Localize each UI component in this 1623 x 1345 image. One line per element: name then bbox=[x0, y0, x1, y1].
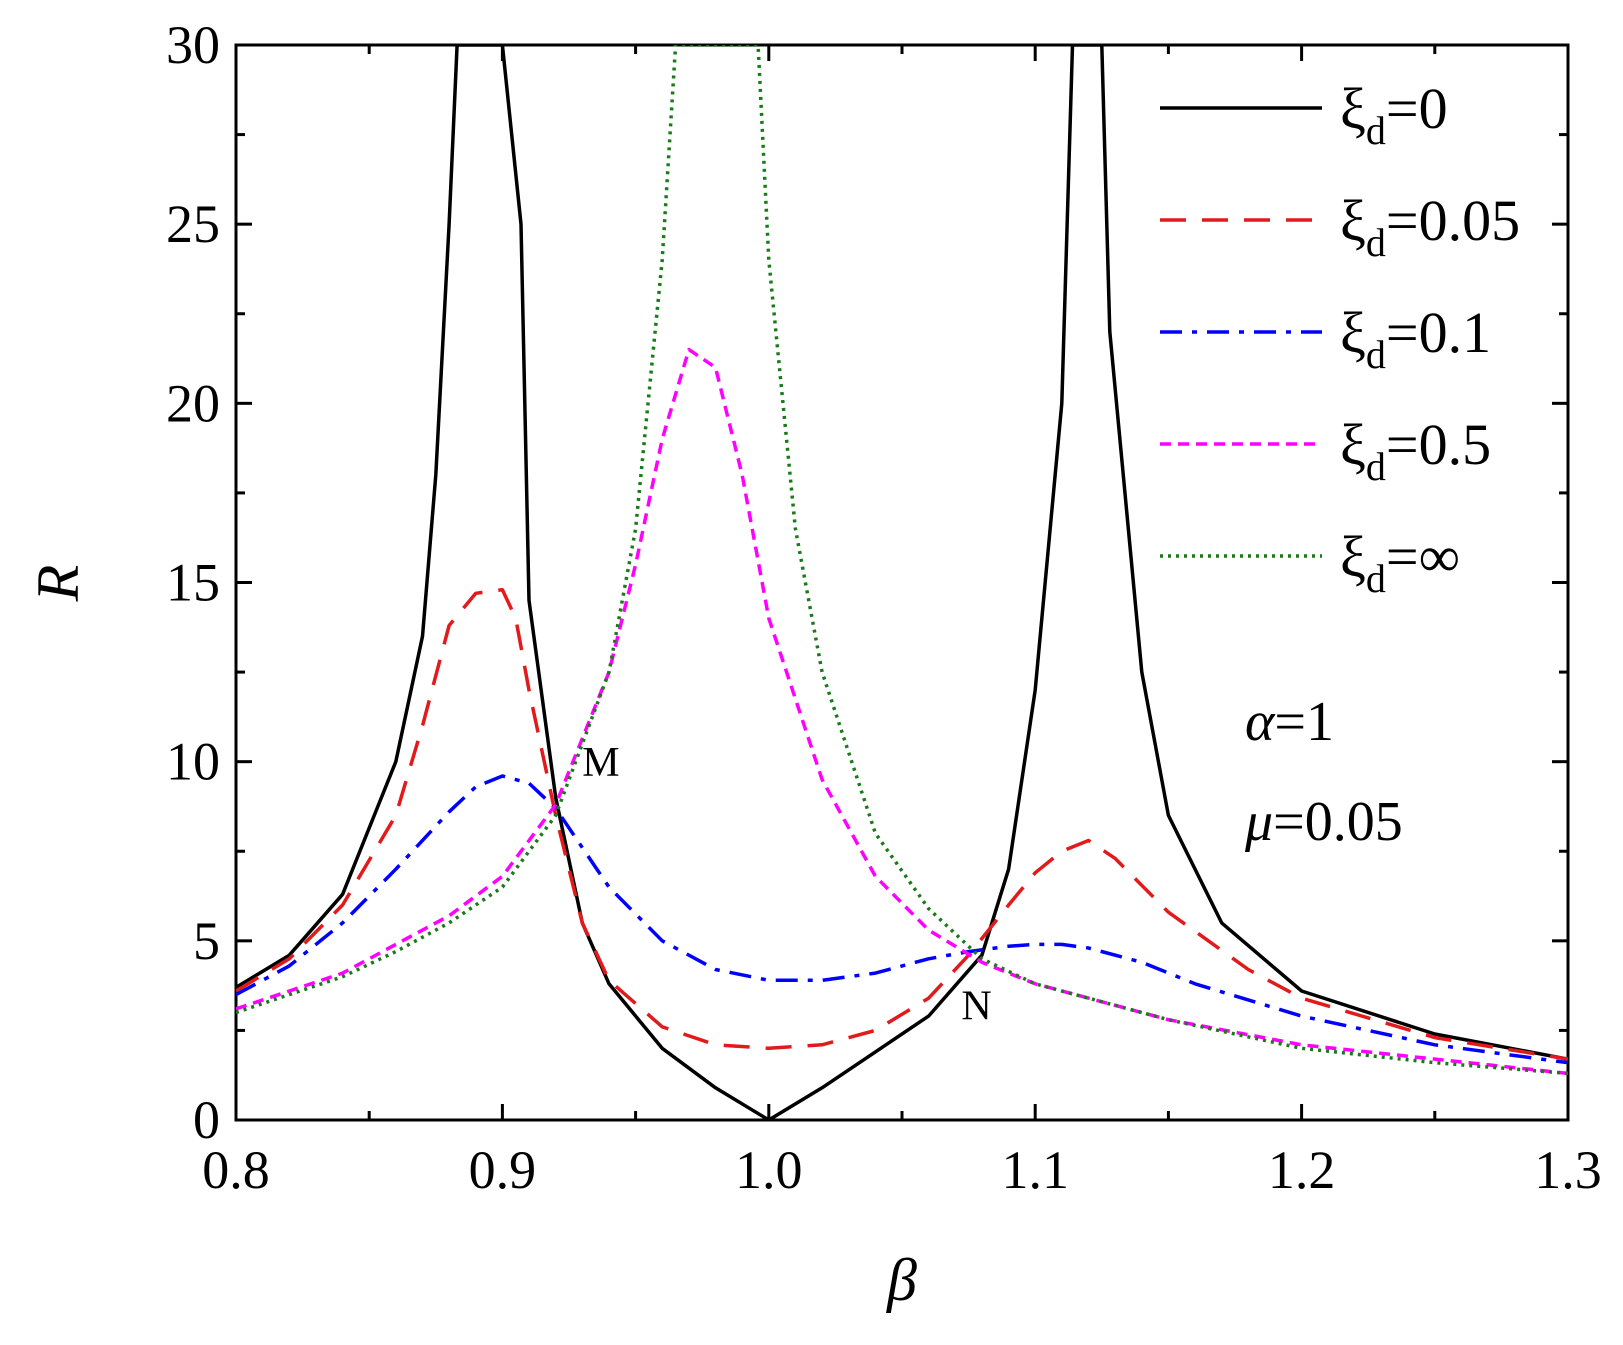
legend-label-0: ξd=0 bbox=[1340, 76, 1448, 153]
legend-value: =∞ bbox=[1386, 524, 1460, 589]
series-line-1 bbox=[236, 587, 1568, 1061]
axis-ticks bbox=[234, 43, 1570, 1122]
series-line-3 bbox=[236, 347, 1568, 1076]
legend-value: =0 bbox=[1386, 76, 1448, 141]
alpha-symbol: α bbox=[1245, 691, 1276, 753]
y-tick-label: 25 bbox=[166, 194, 220, 254]
series-line-2 bbox=[236, 774, 1568, 1065]
mu-parameter: μ=0.05 bbox=[1244, 791, 1403, 853]
y-tick-label: 30 bbox=[166, 15, 220, 75]
mu-symbol: μ bbox=[1244, 791, 1273, 853]
legend-symbol: ξ bbox=[1340, 412, 1366, 477]
y-tick-label: 10 bbox=[166, 732, 220, 792]
y-tick-label: 20 bbox=[166, 373, 220, 433]
legend-label-4: ξd=∞ bbox=[1340, 524, 1460, 601]
x-tick-label: 1.1 bbox=[1001, 1140, 1069, 1200]
alpha-parameter: α=1 bbox=[1245, 691, 1334, 753]
point-annotations: MN bbox=[582, 740, 991, 1030]
x-tick-label: 1.2 bbox=[1268, 1140, 1336, 1200]
y-tick-labels: 0 5 10 15 20 25 30 bbox=[166, 15, 220, 1150]
x-tick-labels: 0.8 0.9 1.0 1.1 1.2 1.3 bbox=[202, 1140, 1602, 1200]
point-label-m: M bbox=[582, 740, 619, 786]
series-layer bbox=[236, 45, 1568, 1120]
point-label-n: N bbox=[961, 984, 991, 1030]
legend-value: =0.05 bbox=[1386, 188, 1520, 253]
mu-value: =0.05 bbox=[1273, 791, 1403, 853]
x-tick-label: 1.0 bbox=[735, 1140, 803, 1200]
y-axis-label: R bbox=[25, 565, 91, 603]
legend-symbol: ξ bbox=[1340, 188, 1366, 253]
y-tick-label: 0 bbox=[193, 1090, 220, 1150]
legend-symbol: ξ bbox=[1340, 524, 1366, 589]
legend-subscript: d bbox=[1366, 556, 1386, 601]
legend-label-3: ξd=0.5 bbox=[1340, 412, 1491, 489]
x-tick-label: 1.3 bbox=[1534, 1140, 1602, 1200]
series-line-4 bbox=[236, 45, 1568, 1076]
legend-label-2: ξd=0.1 bbox=[1340, 300, 1491, 377]
legend-subscript: d bbox=[1366, 108, 1386, 153]
legend-value: =0.1 bbox=[1386, 300, 1491, 365]
x-axis-label: β bbox=[886, 1247, 917, 1313]
parameter-text: α=1 μ=0.05 bbox=[1244, 691, 1403, 853]
x-tick-label: 0.9 bbox=[469, 1140, 537, 1200]
series-line-0 bbox=[236, 45, 1568, 1120]
legend-subscript: d bbox=[1366, 444, 1386, 489]
legend-subscript: d bbox=[1366, 332, 1386, 377]
legend-label-1: ξd=0.05 bbox=[1340, 188, 1520, 265]
x-tick-label: 0.8 bbox=[202, 1140, 270, 1200]
legend-symbol: ξ bbox=[1340, 76, 1366, 141]
legend-symbol: ξ bbox=[1340, 300, 1366, 365]
legend-subscript: d bbox=[1366, 220, 1386, 265]
alpha-value: =1 bbox=[1274, 691, 1334, 753]
y-tick-label: 15 bbox=[166, 553, 220, 613]
y-tick-label: 5 bbox=[193, 911, 220, 971]
legend-value: =0.5 bbox=[1386, 412, 1491, 477]
